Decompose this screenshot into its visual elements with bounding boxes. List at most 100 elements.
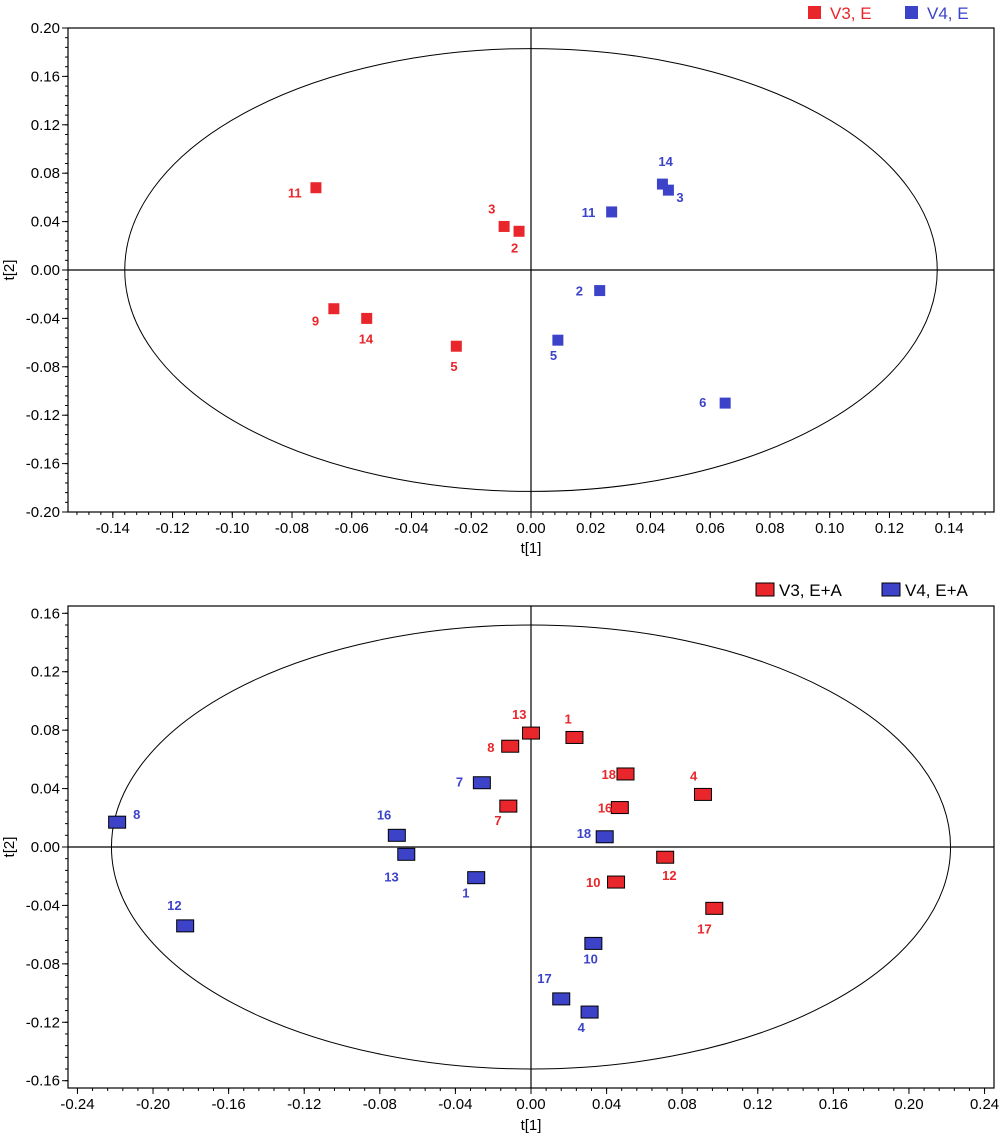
data-point	[361, 312, 373, 324]
point-label: 18	[601, 767, 615, 782]
data-point	[606, 206, 618, 218]
x-tick-label: -0.08	[275, 520, 309, 537]
legend-swatch	[755, 582, 775, 597]
y-tick-label: 0.08	[31, 165, 60, 182]
x-tick-label: 0.04	[636, 520, 665, 537]
y-axis-title: t[2]	[1, 260, 18, 281]
x-tick-label: 0.08	[755, 520, 784, 537]
y-tick-label: -0.12	[26, 1014, 60, 1031]
x-tick-label: -0.12	[155, 520, 189, 537]
legend-swatch	[808, 6, 821, 19]
point-label: 17	[537, 971, 551, 986]
x-tick-label: 0.08	[668, 1096, 697, 1113]
x-axis-title: t[1]	[521, 1117, 542, 1134]
point-label: 12	[167, 898, 181, 913]
x-tick-label: 0.20	[894, 1096, 923, 1113]
x-tick-label: -0.16	[212, 1096, 246, 1113]
data-point	[552, 334, 564, 346]
point-label: 13	[512, 707, 526, 722]
point-label: 13	[384, 869, 398, 884]
point-label: 1	[462, 886, 469, 901]
y-tick-label: -0.12	[26, 407, 60, 424]
legend-label: V4, E	[927, 4, 969, 23]
point-label: 14	[359, 331, 374, 346]
legend-label: V3, E+A	[779, 581, 843, 600]
y-axis-title: t[2]	[1, 837, 18, 858]
data-point	[176, 919, 195, 933]
y-tick-label: -0.08	[26, 956, 60, 973]
data-point	[616, 767, 635, 781]
y-tick-label: 0.04	[31, 214, 60, 231]
y-tick-label: -0.20	[26, 504, 60, 521]
legend: V3, E V4, E	[808, 4, 969, 23]
x-axis-title: t[1]	[521, 540, 542, 557]
legend-label: V4, E+A	[905, 581, 969, 600]
data-point	[610, 801, 629, 815]
x-tick-label: -0.04	[394, 520, 428, 537]
x-tick-label: -0.10	[215, 520, 249, 537]
data-point	[498, 220, 510, 232]
data-point	[705, 901, 724, 915]
point-label: 9	[312, 314, 319, 329]
point-label: 2	[576, 284, 583, 299]
point-label: 16	[377, 807, 391, 822]
point-label: 10	[583, 951, 597, 966]
x-tick-label: -0.02	[454, 520, 488, 537]
data-point	[397, 847, 416, 861]
series-v4: 8 7 16 13 18 1 12 10 17 4	[108, 775, 614, 1035]
y-tick-label: 0.16	[31, 68, 60, 85]
data-point	[328, 303, 340, 315]
scatter-plot-1: -0.14 -0.12 -0.10 -0.08 -0.06 -0.04 -0.02 0.00 0…	[1, 4, 995, 557]
x-tick-label: -0.08	[363, 1096, 397, 1113]
x-tick-label: -0.20	[136, 1096, 170, 1113]
data-point	[584, 936, 603, 950]
point-label: 2	[511, 240, 518, 255]
y-tick-label: 0.00	[31, 839, 60, 856]
confidence-ellipse	[124, 48, 938, 492]
data-point	[467, 871, 486, 885]
point-label: 6	[699, 395, 706, 410]
y-tick-label: 0.16	[31, 605, 60, 622]
data-point	[450, 340, 462, 352]
x-tick-label: -0.04	[438, 1096, 472, 1113]
data-point	[501, 739, 520, 753]
x-tick-label: 0.00	[516, 1096, 545, 1113]
data-point	[552, 992, 571, 1006]
point-label: 1	[564, 711, 571, 726]
point-label: 7	[456, 775, 463, 790]
x-tick-label: -0.06	[335, 520, 369, 537]
data-point	[719, 397, 731, 409]
data-point	[662, 184, 674, 196]
point-label: 11	[288, 186, 302, 201]
x-tick-label: 0.16	[819, 1096, 848, 1113]
data-point	[108, 815, 127, 829]
y-tick-label: -0.16	[26, 456, 60, 473]
series-v3: 11 3 2 9 14 5	[288, 182, 525, 374]
point-label: 12	[662, 868, 676, 883]
data-point	[310, 182, 322, 194]
scatter-plot-2: -0.24 -0.20 -0.16 -0.12 -0.08 -0.04 0.00 0.04 0.…	[1, 581, 999, 1134]
data-point	[565, 730, 584, 744]
y-tick-label: -0.08	[26, 359, 60, 376]
y-tick-label: -0.04	[26, 897, 60, 914]
point-label: 7	[494, 813, 501, 828]
point-label: 14	[658, 154, 673, 169]
x-tick-label: 0.14	[935, 520, 964, 537]
data-point	[472, 776, 491, 790]
data-point	[595, 830, 614, 844]
legend-swatch	[905, 6, 918, 19]
data-point	[656, 178, 668, 190]
x-tick-label: 0.12	[743, 1096, 772, 1113]
x-tick-label: 0.12	[875, 520, 904, 537]
data-point	[499, 799, 518, 813]
y-tick-label: 0.12	[31, 664, 60, 681]
point-label: 5	[450, 359, 457, 374]
data-point	[387, 828, 406, 842]
y-tick-label: 0.04	[31, 781, 60, 798]
point-label: 18	[577, 826, 591, 841]
point-label: 8	[487, 740, 494, 755]
data-point	[594, 285, 606, 297]
point-label: 5	[550, 348, 557, 363]
data-point	[693, 787, 712, 801]
